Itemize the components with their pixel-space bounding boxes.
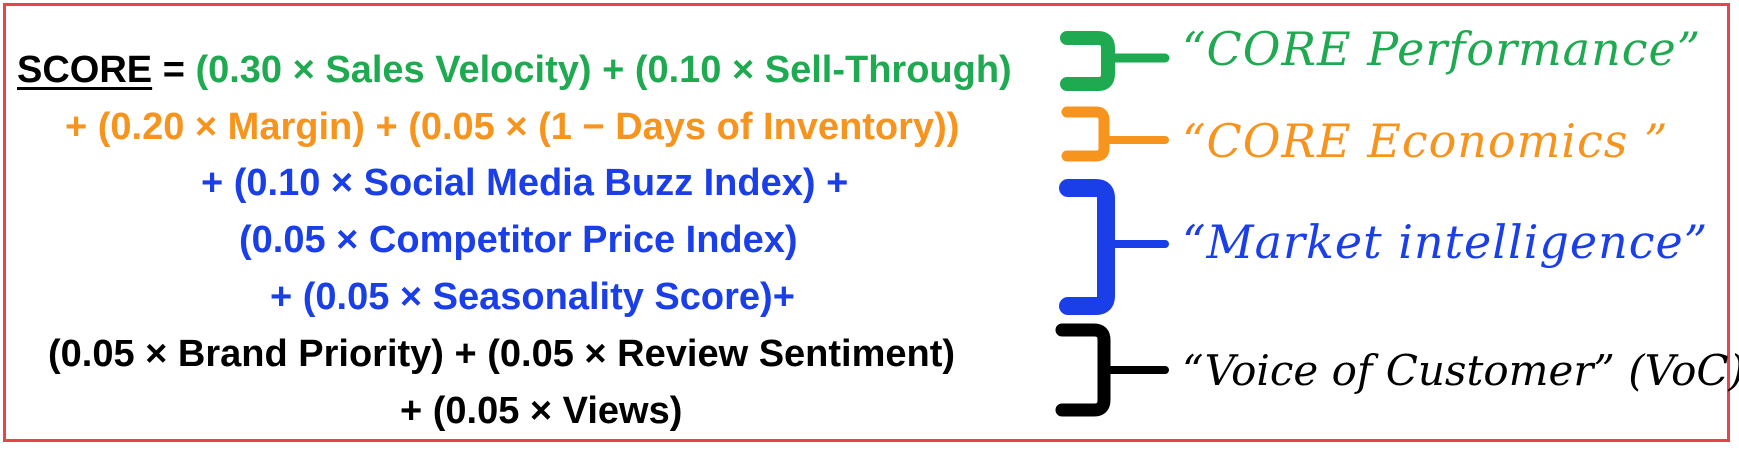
diagram-frame: [3, 3, 1730, 442]
formula-line-6: (0.05 × Brand Priority) + (0.05 × Review…: [48, 333, 956, 375]
bracket-core-performance-icon: [1060, 31, 1170, 91]
group-label-voice-of-customer: “Voice of Customer” (VoC): [1182, 346, 1739, 395]
score-label: SCORE: [17, 49, 153, 91]
formula-line-1: SCORE = (0.30 × Sales Velocity) + (0.10 …: [17, 48, 1012, 92]
core-performance-terms: (0.30 × Sales Velocity) + (0.10 × Sell-T…: [195, 49, 1012, 91]
formula-line-2: + (0.20 × Margin) + (0.05 × (1 − Days of…: [65, 106, 960, 148]
bracket-core-economics-icon: [1061, 106, 1169, 162]
group-label-market-intelligence: “Market intelligence”: [1182, 215, 1709, 269]
bracket-voice-of-customer-icon: [1055, 323, 1169, 417]
formula-line-7: + (0.05 × Views): [400, 390, 683, 432]
formula-line-3: + (0.10 × Social Media Buzz Index) +: [201, 162, 849, 204]
group-label-core-performance: “CORE Performance”: [1182, 22, 1702, 76]
equals-sign: =: [152, 49, 196, 91]
group-label-core-economics: “CORE Economics ”: [1182, 114, 1669, 168]
formula-line-5: + (0.05 × Seasonality Score)+: [270, 276, 795, 318]
bracket-market-intelligence-icon: [1059, 179, 1169, 315]
formula-line-4: (0.05 × Competitor Price Index): [239, 219, 798, 261]
